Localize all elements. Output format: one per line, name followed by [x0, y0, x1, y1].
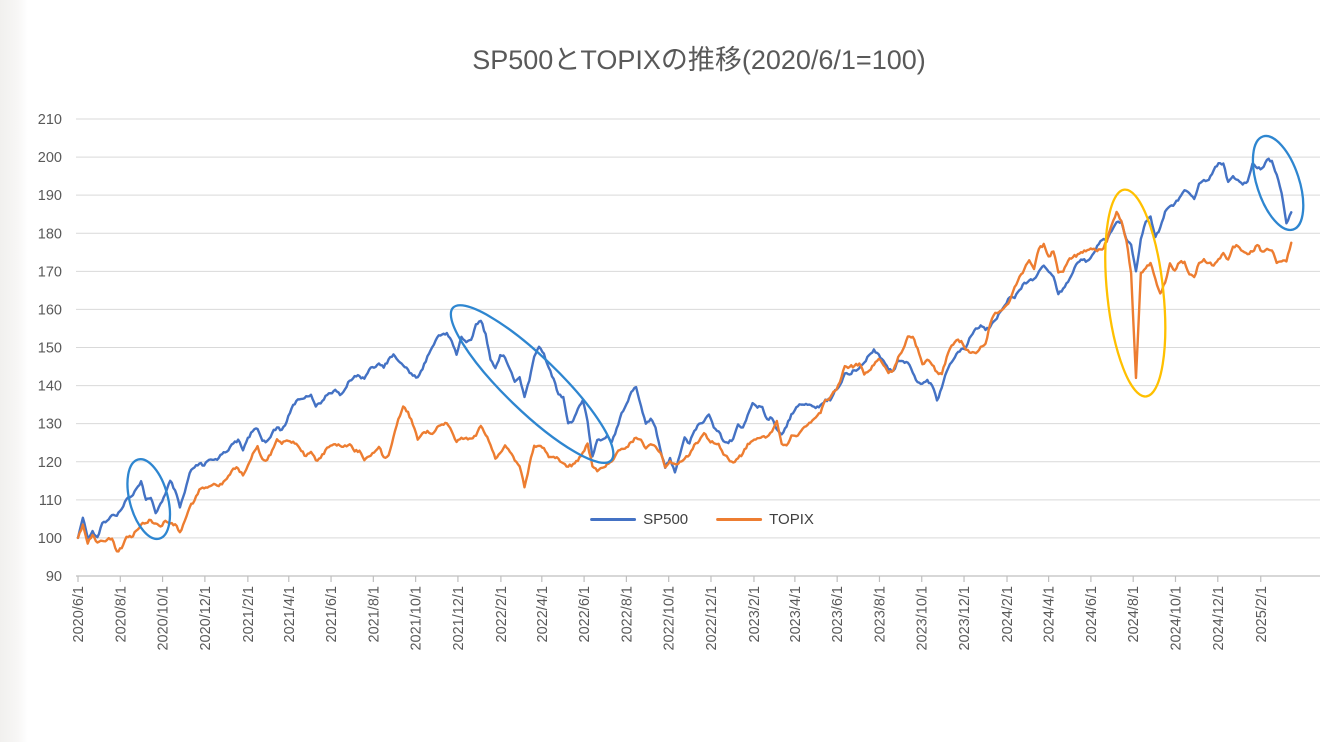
legend-label-topix: TOPIX [769, 511, 814, 528]
x-tick-label: 2021/10/1 [409, 586, 425, 651]
y-tick-label: 170 [38, 264, 62, 280]
sep-2020-sp500-dip-circle [126, 458, 172, 541]
x-tick-label: 2021/2/1 [241, 586, 257, 642]
2022-sp500-decline-circle [449, 304, 615, 464]
legend-label-sp500: SP500 [643, 511, 689, 528]
x-tick-label: 2024/6/1 [1084, 586, 1100, 642]
y-tick-label: 160 [38, 302, 62, 318]
x-tick-label: 2020/6/1 [71, 586, 87, 642]
x-tick-label: 2024/2/1 [1000, 586, 1016, 642]
y-tick-label: 190 [38, 188, 62, 204]
aug-2024-topix-crash-circle [1104, 188, 1167, 398]
y-tick-label: 210 [38, 112, 62, 128]
x-tick-label: 2021/8/1 [366, 586, 382, 642]
x-tick-label: 2023/8/1 [872, 586, 888, 642]
x-tick-label: 2023/6/1 [830, 586, 846, 642]
sp500-line-swatch [590, 517, 637, 522]
legend-item-sp500: SP500 [590, 511, 688, 528]
x-tick-label: 2021/12/1 [451, 586, 467, 651]
x-tick-label: 2024/8/1 [1126, 586, 1142, 642]
x-tick-label: 2022/8/1 [619, 586, 635, 642]
x-tick-label: 2023/2/1 [747, 586, 763, 642]
x-tick-label: 2020/12/1 [198, 586, 214, 651]
x-tick-label: 2023/4/1 [788, 586, 804, 642]
legend-item-topix: TOPIX [716, 511, 814, 528]
early-2025-sp500-drop-circle [1251, 134, 1305, 232]
x-tick-label: 2023/12/1 [957, 586, 973, 651]
x-tick-label: 2021/4/1 [282, 586, 298, 642]
x-tick-label: 2020/8/1 [113, 586, 129, 642]
y-tick-label: 140 [38, 379, 62, 395]
y-tick-label: 150 [38, 341, 62, 357]
y-tick-label: 120 [38, 455, 62, 471]
chart-title: SP500とTOPIXの推移(2020/6/1=100) [472, 45, 926, 75]
series-line-topix [76, 210, 1293, 553]
y-tick-label: 90 [46, 569, 62, 585]
topix-line-swatch [716, 517, 763, 522]
x-tick-label: 2021/6/1 [324, 586, 340, 642]
y-tick-label: 130 [38, 417, 62, 433]
series-line-sp500 [76, 157, 1293, 540]
x-tick-label: 2020/10/1 [156, 586, 172, 651]
x-tick-label: 2024/4/1 [1042, 586, 1058, 642]
x-tick-label: 2022/12/1 [704, 586, 720, 651]
x-tick-label: 2024/10/1 [1168, 586, 1184, 651]
x-tick-label: 2022/2/1 [494, 586, 510, 642]
y-tick-label: 180 [38, 226, 62, 242]
x-tick-label: 2022/6/1 [577, 586, 593, 642]
x-tick-label: 2022/10/1 [662, 586, 678, 651]
x-tick-label: 2025/2/1 [1254, 586, 1270, 642]
y-tick-label: 100 [38, 531, 62, 547]
y-tick-label: 200 [38, 150, 62, 166]
legend: SP500 TOPIX [590, 511, 814, 528]
x-tick-label: 2022/4/1 [535, 586, 551, 642]
worksheet-margin [0, 0, 28, 742]
x-tick-label: 2023/10/1 [915, 586, 931, 651]
y-tick-label: 110 [39, 493, 62, 509]
x-tick-label: 2024/12/1 [1211, 586, 1227, 651]
